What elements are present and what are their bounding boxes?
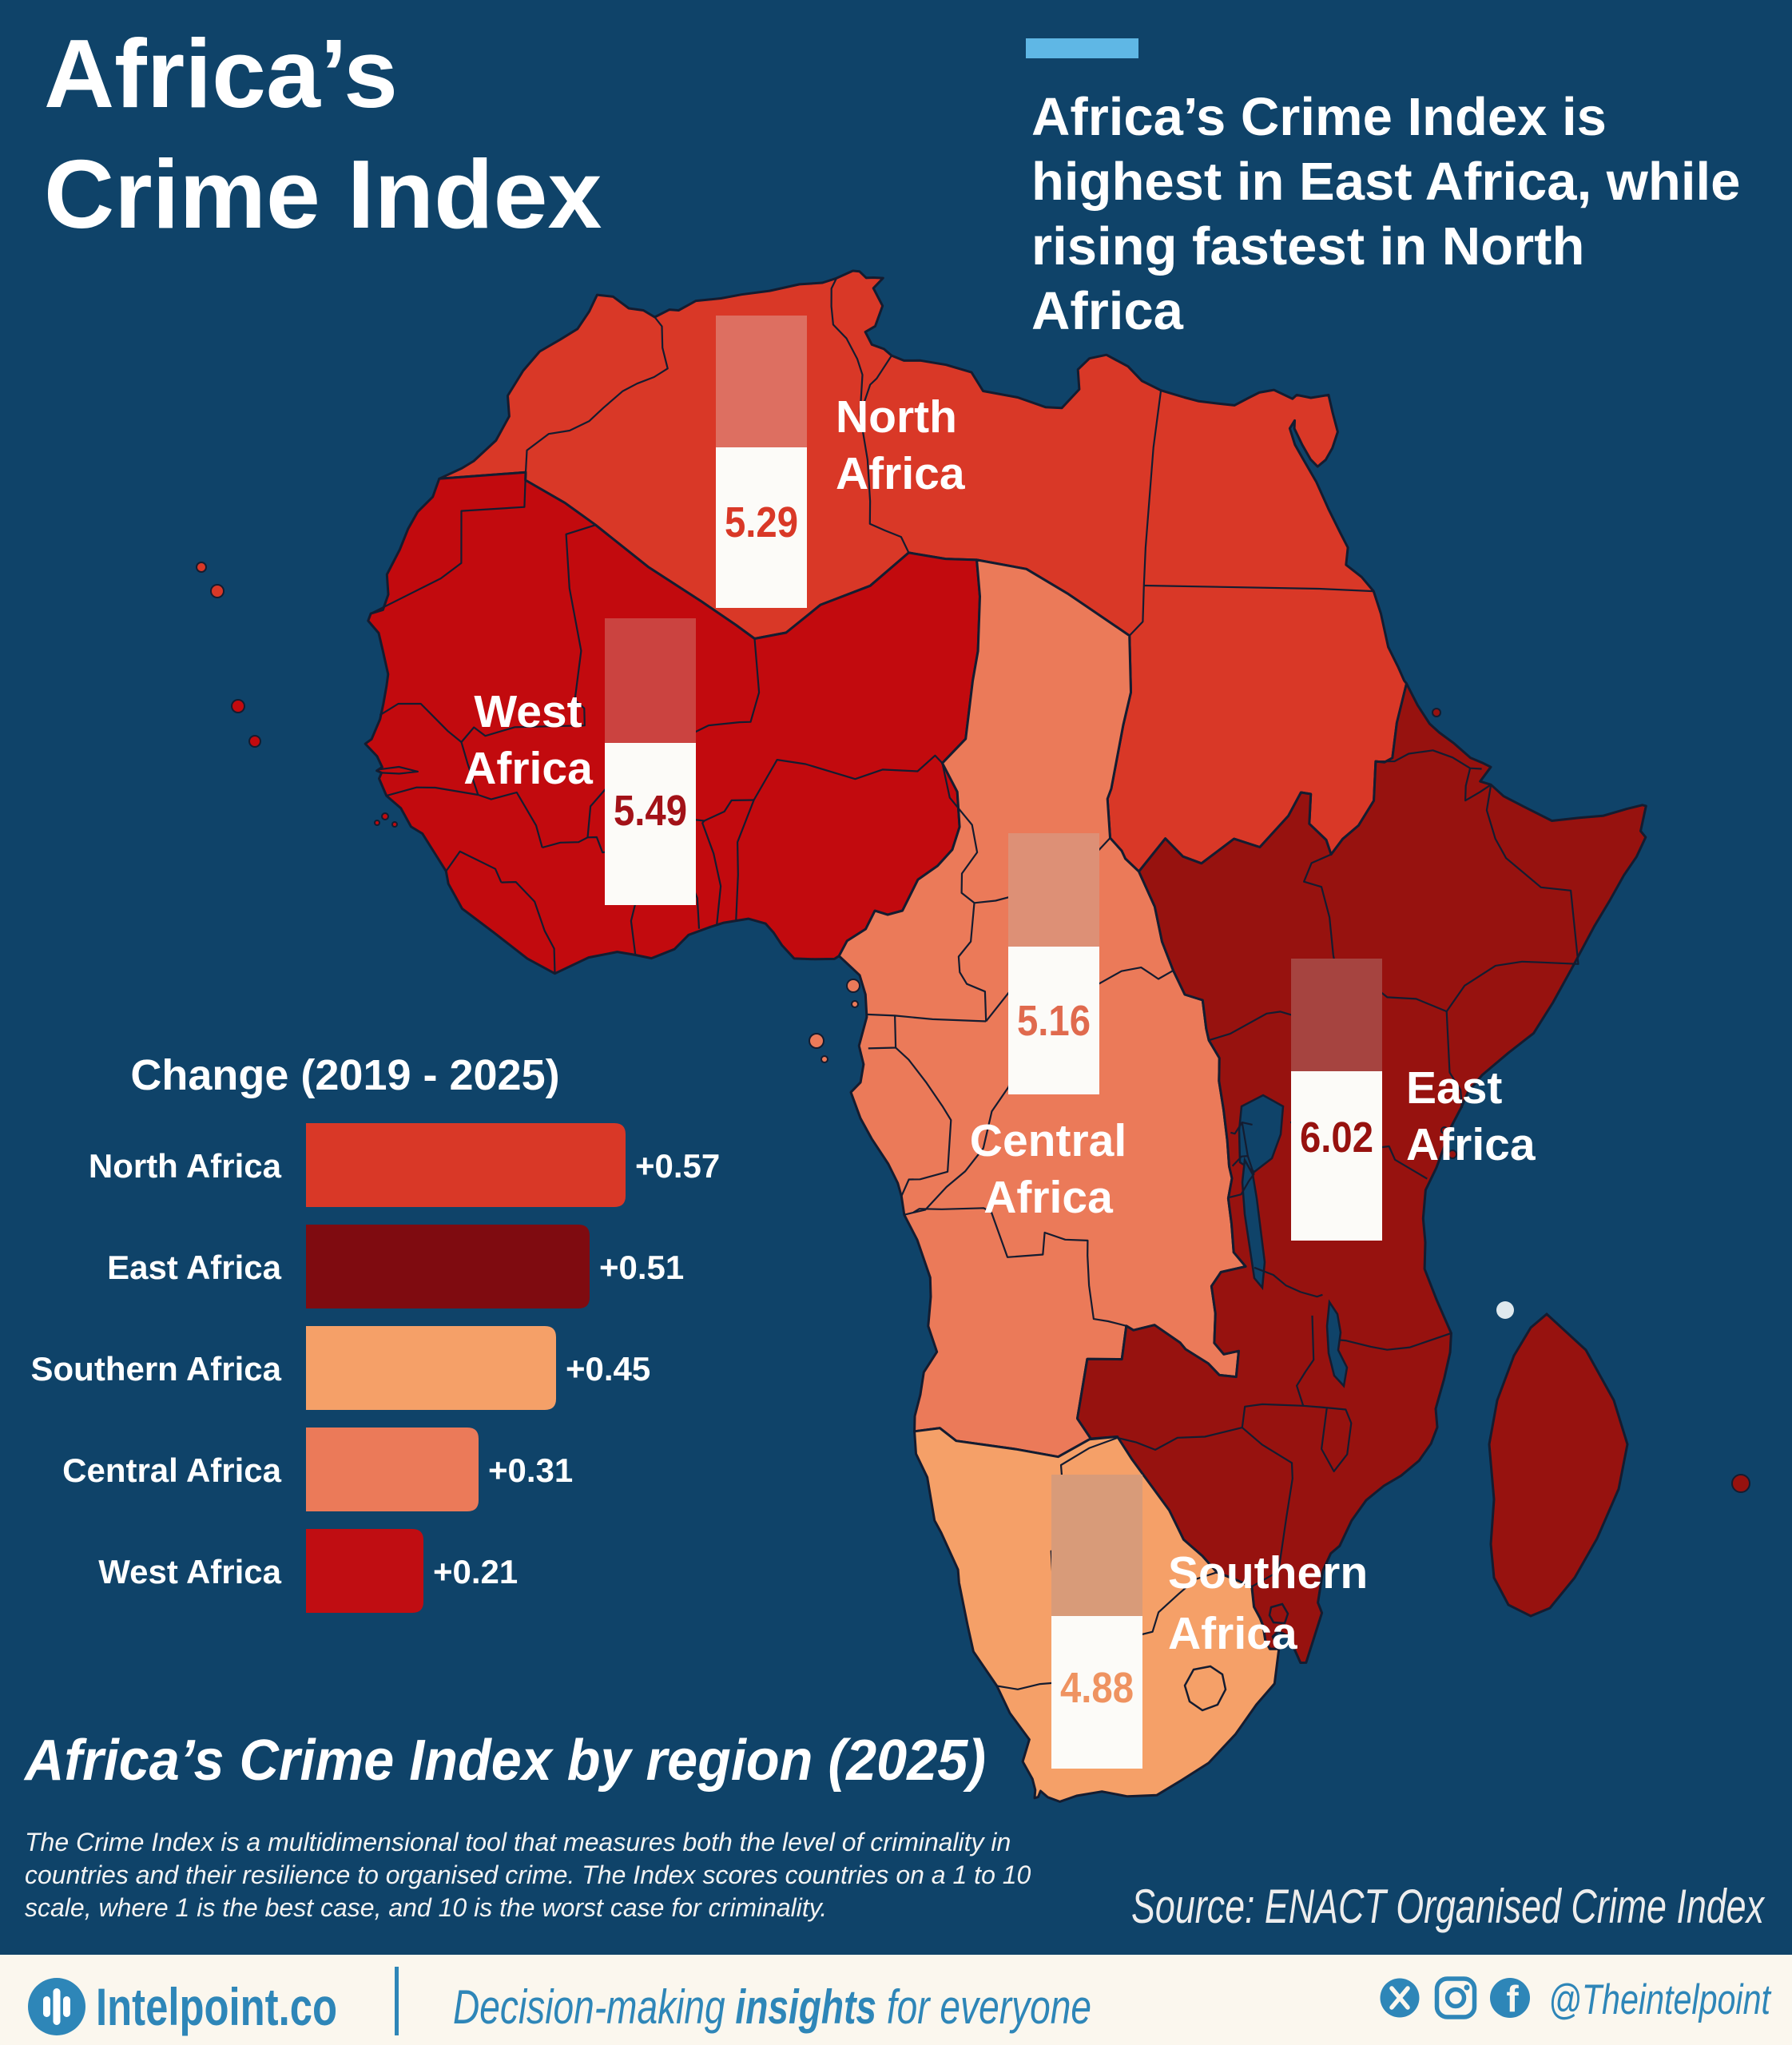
svg-text:f: f — [1506, 1978, 1519, 2019]
svg-text:Africa: Africa — [983, 1172, 1114, 1223]
svg-text:highest in East Africa, while: highest in East Africa, while — [1031, 152, 1740, 212]
svg-text:4.88: 4.88 — [1060, 1664, 1134, 1712]
svg-text:West: West — [474, 686, 582, 737]
svg-text:North: North — [836, 391, 957, 443]
svg-text:Africa’s Crime Index by region: Africa’s Crime Index by region (2025) — [23, 1729, 986, 1793]
svg-text:Africa: Africa — [1168, 1608, 1298, 1659]
svg-text:+0.45: +0.45 — [566, 1350, 650, 1388]
svg-text:6.02: 6.02 — [1300, 1114, 1373, 1161]
svg-text:5.16: 5.16 — [1017, 997, 1091, 1045]
svg-text:Southern Africa: Southern Africa — [31, 1350, 282, 1388]
svg-text:East Africa: East Africa — [107, 1249, 282, 1286]
svg-text:@Theintelpoint: @Theintelpoint — [1548, 1976, 1772, 2023]
svg-text:Africa’s: Africa’s — [44, 19, 398, 128]
svg-text:+0.57: +0.57 — [635, 1147, 720, 1185]
svg-text:5.49: 5.49 — [614, 787, 687, 835]
svg-text:+0.51: +0.51 — [599, 1249, 684, 1286]
svg-text:Change (2019 - 2025): Change (2019 - 2025) — [130, 1051, 559, 1099]
svg-text:Africa’s Crime Index is: Africa’s Crime Index is — [1031, 87, 1607, 147]
svg-text:West Africa: West Africa — [98, 1553, 281, 1590]
svg-text:scale, where 1 is the best cas: scale, where 1 is the best case, and 10 … — [25, 1893, 827, 1922]
svg-text:Africa: Africa — [1031, 281, 1184, 341]
svg-text:Central: Central — [970, 1115, 1126, 1166]
svg-text:Decision-making insights for e: Decision-making insights for everyone — [453, 1980, 1091, 2034]
svg-text:5.29: 5.29 — [725, 498, 798, 546]
svg-text:countries and their resilience: countries and their resilience to organi… — [25, 1860, 1031, 1889]
svg-text:+0.31: +0.31 — [488, 1451, 573, 1489]
svg-text:The Crime Index is a multidime: The Crime Index is a multidimensional to… — [25, 1828, 1011, 1856]
svg-text:Source: ENACT Organised Crime: Source: ENACT Organised Crime Index — [1131, 1880, 1765, 1933]
svg-text:Central Africa: Central Africa — [62, 1451, 282, 1489]
svg-text:Intelpoint.co: Intelpoint.co — [96, 1977, 337, 2036]
svg-text:+0.21: +0.21 — [433, 1553, 518, 1590]
svg-text:Southern: Southern — [1168, 1547, 1368, 1598]
svg-text:Africa: Africa — [1406, 1119, 1536, 1170]
svg-text:North Africa: North Africa — [89, 1147, 282, 1185]
svg-text:Crime Index: Crime Index — [44, 140, 602, 248]
svg-text:Africa: Africa — [463, 743, 594, 794]
svg-text:East: East — [1406, 1062, 1502, 1114]
svg-text:rising fastest in North: rising fastest in North — [1031, 216, 1584, 276]
svg-text:Africa: Africa — [836, 448, 966, 499]
